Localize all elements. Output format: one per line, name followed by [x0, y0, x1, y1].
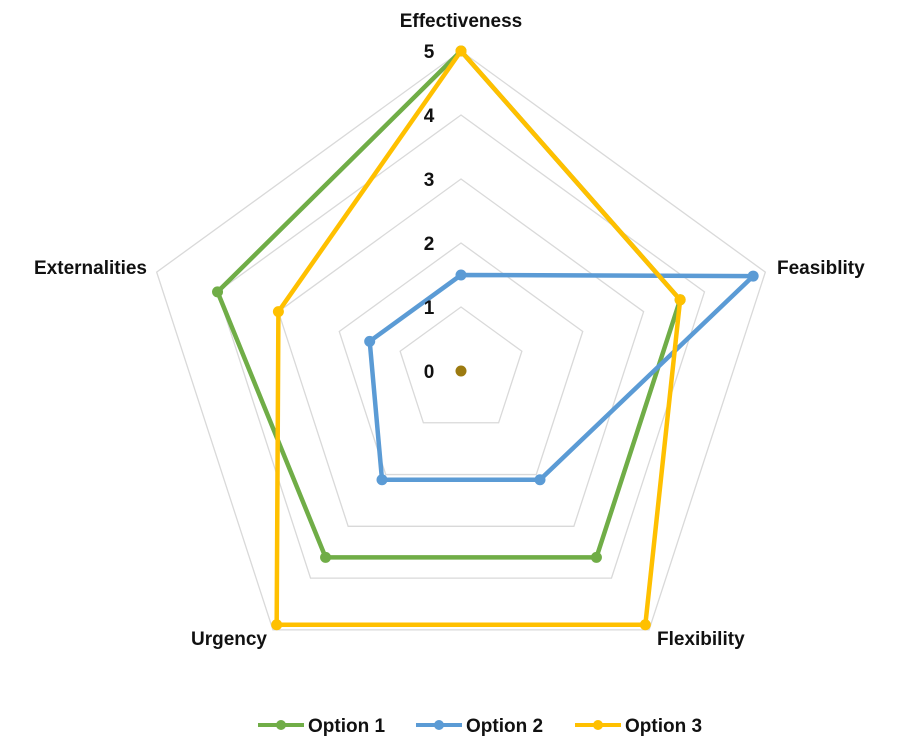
- grid-ring-4: [216, 114, 706, 579]
- series-option-2: [364, 269, 759, 486]
- data-point-option-2-1: [747, 270, 759, 282]
- legend-marker-option-1: [276, 720, 286, 730]
- axis-label-flexibility: Flexibility: [657, 629, 745, 650]
- legend-label-option-1: Option 1: [308, 716, 385, 737]
- axis-label-urgency: Urgency: [191, 629, 267, 650]
- data-point-option-2-0: [455, 269, 467, 281]
- grid-ring-2: [338, 242, 584, 476]
- data-point-option-1-4: [212, 286, 224, 298]
- tick-label-0: 0: [424, 362, 435, 383]
- data-point-option-1-2: [590, 551, 602, 563]
- tick-label-5: 5: [424, 42, 435, 63]
- data-point-option-1-3: [320, 551, 332, 563]
- axis-labels: Effectiveness Feasiblity Flexibility Urg…: [34, 11, 865, 650]
- legend-marker-option-2: [434, 720, 444, 730]
- radar-grid: [155, 50, 767, 631]
- data-point-option-3-3: [271, 619, 283, 631]
- legend-item-option-1: Option 1: [258, 716, 385, 737]
- tick-label-2: 2: [424, 234, 435, 255]
- legend-label-option-2: Option 2: [466, 716, 543, 737]
- tick-label-1: 1: [424, 298, 435, 319]
- legend-item-option-2: Option 2: [416, 716, 543, 737]
- grid-ring-5: [155, 50, 767, 631]
- legend-marker-option-3: [593, 720, 603, 730]
- data-point-option-2-3: [376, 474, 388, 486]
- grid-ring-1: [399, 306, 523, 424]
- series-line-option-2: [367, 272, 756, 482]
- legend-item-option-3: Option 3: [575, 716, 702, 737]
- legend: Option 1 Option 2 Option 3: [258, 716, 702, 737]
- data-point-option-3-0: [455, 45, 467, 57]
- tick-label-4: 4: [424, 106, 435, 127]
- data-point-option-3-1: [674, 294, 686, 306]
- data-point-option-3-2: [639, 619, 651, 631]
- tick-labels: 0 1 2 3 4 5: [424, 42, 435, 383]
- tick-label-3: 3: [424, 170, 435, 191]
- center-dot: [455, 365, 467, 377]
- data-point-option-3-4: [272, 306, 284, 318]
- axis-label-feasiblity: Feasiblity: [777, 258, 865, 279]
- series-layer: [212, 45, 759, 631]
- grid-ring-3: [277, 178, 645, 527]
- axis-label-effectiveness: Effectiveness: [400, 11, 523, 32]
- series-option-3: [271, 45, 686, 631]
- axis-label-externalities: Externalities: [34, 258, 147, 279]
- data-point-option-2-2: [534, 474, 546, 486]
- legend-label-option-3: Option 3: [625, 716, 702, 737]
- center-marker: [455, 365, 467, 377]
- data-point-option-2-4: [364, 335, 376, 347]
- series-line-option-3: [274, 48, 683, 627]
